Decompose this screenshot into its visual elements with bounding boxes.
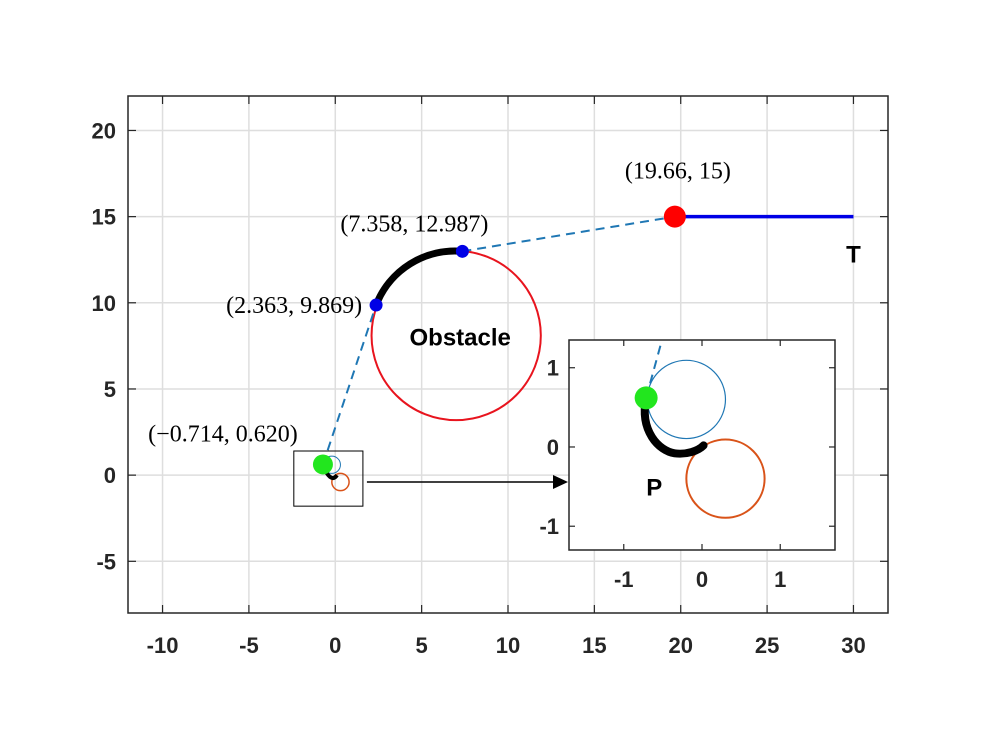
y-tick-label: 20: [92, 118, 116, 143]
x-tick-label: -5: [239, 633, 259, 658]
small-circle-orange-inset: [685, 438, 766, 519]
inset-ticks: -1 0 1 -1 0 1: [539, 340, 835, 592]
arc-point-label-1: (2.363, 9.869): [226, 293, 362, 319]
y-tick-label: -5: [96, 549, 116, 574]
inset-plot: [634, 342, 766, 519]
x-tick-label: 5: [416, 633, 428, 658]
x-tick-label: 0: [329, 633, 341, 658]
tangent-line-inset: [645, 342, 663, 399]
y-tick-label: 15: [92, 205, 116, 230]
inset-x-tick-label: 1: [774, 567, 786, 592]
obstacle-label: Obstacle: [409, 325, 510, 352]
target-label: T: [846, 242, 861, 269]
y-tick-label: 10: [92, 291, 116, 316]
start-point-marker: [312, 454, 333, 475]
zoom-arrowhead: [553, 475, 568, 489]
tangent-line-start: [321, 304, 378, 465]
inset-y-tick-label: 0: [547, 435, 559, 460]
x-tick-label: 10: [496, 633, 520, 658]
obstacle-arc-path: [372, 247, 463, 307]
inset-x-tick-label: 0: [696, 567, 708, 592]
inset-y-tick-label: 1: [547, 356, 559, 381]
start-point-label: (−0.714, 0.620): [148, 421, 298, 447]
y-tick-label: 5: [104, 377, 116, 402]
y-tick-label: 0: [104, 463, 116, 488]
start-point-marker-inset: [634, 386, 658, 410]
inset-y-tick-label: -1: [539, 514, 559, 539]
arc-point-marker-1: [369, 298, 383, 312]
tangent-line-goal: [462, 215, 676, 253]
inset-point-label: P: [646, 474, 662, 501]
x-tick-label: 30: [841, 633, 865, 658]
x-tick-label: 20: [668, 633, 692, 658]
goal-point-marker: [663, 205, 686, 228]
arc-point-label-2: (7.358, 12.987): [340, 211, 488, 237]
x-tick-label: -10: [147, 633, 179, 658]
x-tick-label: 15: [582, 633, 606, 658]
main-plot: [293, 205, 854, 507]
start-arc-path-inset: [640, 393, 708, 458]
inset-x-tick-label: -1: [614, 567, 634, 592]
arc-point-marker-2: [455, 244, 469, 258]
x-tick-label: 25: [755, 633, 779, 658]
goal-point-label: (19.66, 15): [625, 159, 731, 185]
small-circle-orange-main: [331, 472, 350, 492]
zoom-box: [293, 450, 364, 507]
